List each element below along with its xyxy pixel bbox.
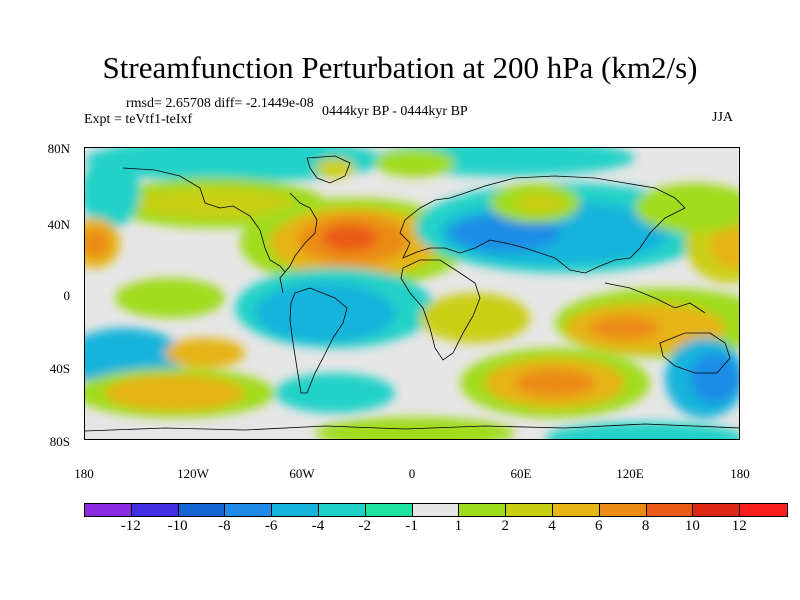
contour-tropics-west-green [115, 278, 225, 318]
lat-label-80n: 80N [47, 141, 70, 156]
colorbar-box [693, 504, 741, 516]
contour-west-positive-core [85, 228, 110, 258]
colorbar-label: -1 [405, 518, 418, 534]
stats-label: rmsd= 2.65708 diff= -2.1449e-08 [126, 96, 314, 111]
map-svg [85, 148, 739, 439]
contour-south-atlantic-teal [275, 373, 395, 413]
contour-europe-yellow [515, 193, 565, 213]
lat-label-80s: 80S [49, 434, 70, 449]
plot-title: Streamfunction Perturbation at 200 hPa (… [102, 50, 698, 85]
contour-south-pacific-yellow [165, 338, 245, 368]
colorbar-label: 10 [684, 518, 700, 534]
coastlines [85, 155, 739, 432]
coast-north-america-east [284, 192, 318, 273]
colorbar-label: -4 [311, 518, 325, 534]
colorbar-box [506, 504, 553, 516]
contour-antarctic-green [315, 417, 515, 439]
season-label: JJA [712, 110, 734, 125]
contour-arctic-yellow [315, 158, 355, 178]
coast-maritime-continent [604, 282, 706, 314]
lat-label-40n: 40N [47, 217, 70, 232]
period-label: 0444kyr BP - 0444kyr BP [322, 104, 468, 119]
colorbar-label: -6 [264, 518, 278, 534]
lat-label-0: 0 [63, 288, 71, 303]
colorbar-box [365, 504, 413, 516]
colorbar [84, 503, 788, 517]
colorbar-box [599, 504, 647, 516]
colorbar-label: -10 [167, 518, 188, 534]
map-frame [84, 147, 740, 440]
colorbar-box [225, 504, 273, 516]
colorbar-box [178, 504, 226, 516]
contour-asia-blue [450, 215, 560, 251]
colorbar-label: -8 [218, 518, 231, 534]
colorbar-label: -2 [358, 518, 372, 534]
lon-label-180w: 180 [74, 466, 94, 481]
colorbar-box [740, 504, 787, 516]
colorbar-label: 8 [641, 518, 650, 534]
lon-label-0: 0 [408, 466, 416, 481]
coast-eurasia [399, 175, 686, 274]
contour-arctic-west [85, 148, 385, 182]
lon-label-60w: 60W [289, 466, 315, 481]
lon-label-120w: 120W [177, 466, 209, 481]
coast-antarctica [85, 423, 739, 432]
lon-label-180e: 180 [730, 466, 750, 481]
colorbar-box [318, 504, 366, 516]
colorbar-box [412, 504, 460, 516]
contour-na-yellow [135, 188, 295, 218]
contour-south-america-cyan [255, 283, 395, 343]
colorbar-box [131, 504, 179, 516]
experiment-label: Expt = teVtf1-teIxf [84, 112, 193, 127]
colorbar-box [552, 504, 600, 516]
lon-label-60e: 60E [510, 466, 532, 481]
colorbar-box [646, 504, 694, 516]
coast-australia [659, 332, 731, 374]
coast-africa [400, 259, 481, 361]
colorbar-label: 6 [595, 518, 603, 534]
lon-label-120e: 120E [616, 466, 644, 481]
contour-atlantic-core [322, 225, 378, 251]
colorbar-box [85, 504, 132, 516]
streamfunction-field [85, 148, 739, 439]
contour-arctic-green [375, 149, 455, 177]
contour-south-indian-orange [515, 369, 595, 397]
colorbar-label: 2 [501, 518, 509, 534]
coast-north-america-west [122, 167, 286, 294]
contour-africa-yellow [420, 293, 530, 343]
coast-south-america [289, 287, 348, 394]
contour-south-yellow [105, 375, 245, 411]
colorbar-label: 4 [548, 518, 556, 534]
lat-label-40s: 40S [49, 361, 70, 376]
colorbar-label: 12 [731, 518, 747, 534]
coast-greenland [306, 155, 351, 184]
colorbar-box [272, 504, 319, 516]
contour-pacific-negative [85, 158, 140, 228]
contour-east-pacific-green [635, 183, 739, 233]
contour-australia-blue [690, 353, 739, 403]
colorbar-label: -12 [120, 518, 141, 534]
colorbar-label: 1 [454, 518, 463, 534]
colorbar-box [459, 504, 507, 516]
contour-indian-orange [590, 316, 660, 340]
